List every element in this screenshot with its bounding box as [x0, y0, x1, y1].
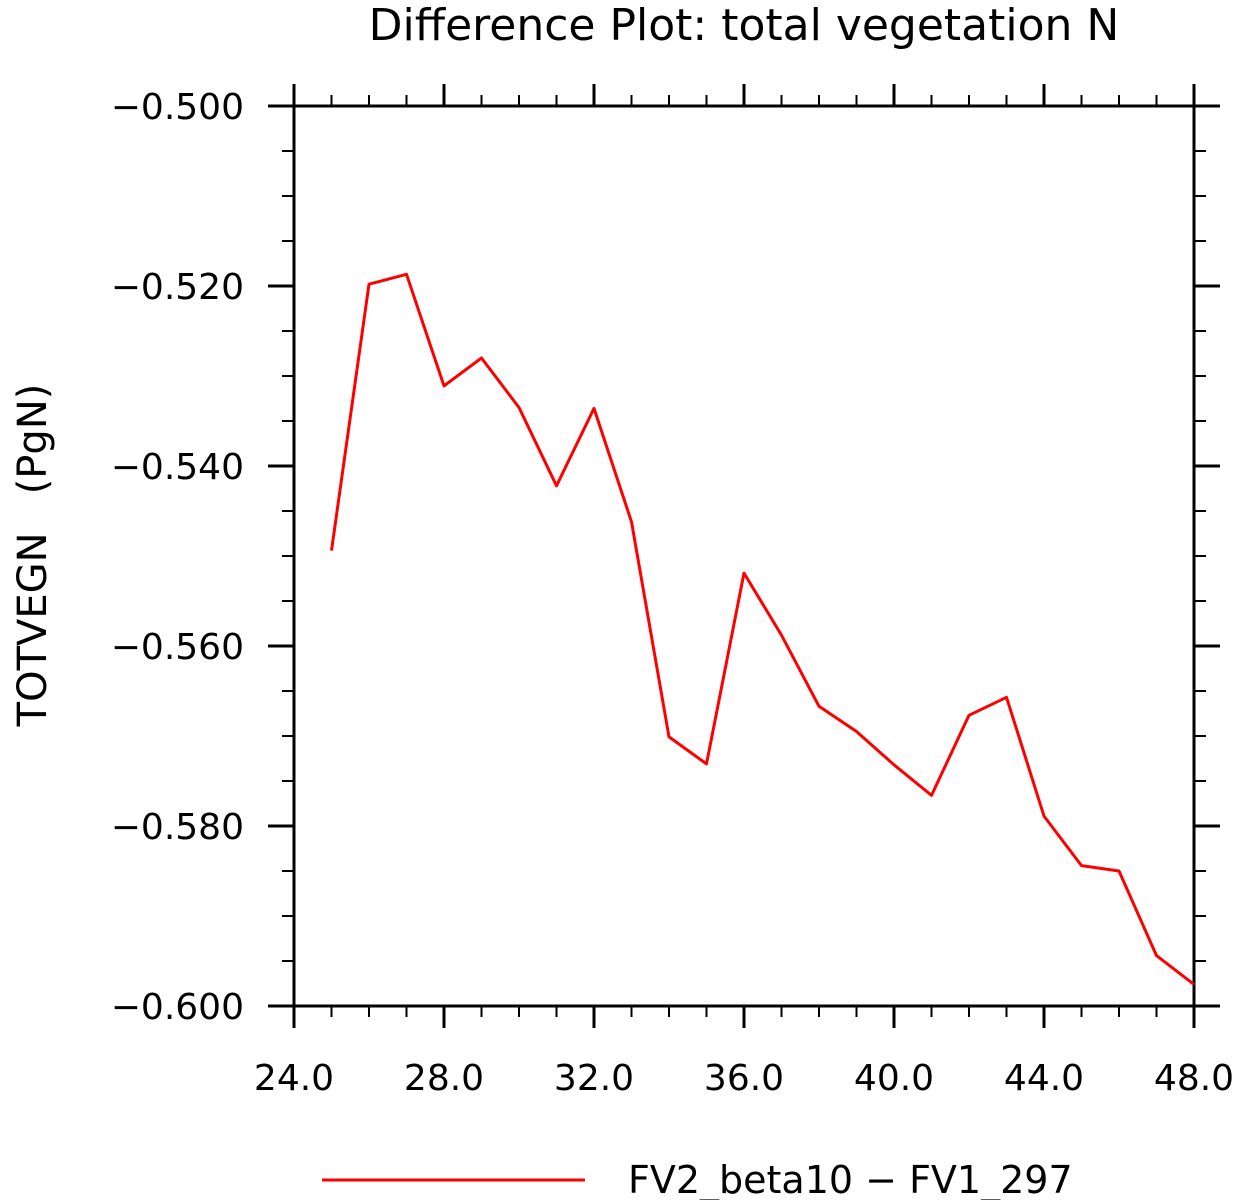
x-tick-label: 32.0 [554, 1058, 634, 1099]
y-tick-label: −0.520 [111, 267, 244, 308]
y-tick-label: −0.600 [111, 987, 244, 1028]
y-tick-label: −0.500 [111, 87, 244, 128]
y-tick-label: −0.560 [111, 627, 244, 668]
series-layer [330, 272, 1195, 986]
y-tick-label: −0.580 [111, 807, 244, 848]
legend-label: FV2_beta10 − FV1_297 [628, 1158, 1073, 1200]
chart-title: Difference Plot: total vegetation N [369, 0, 1120, 51]
x-tick-label: 28.0 [404, 1058, 484, 1099]
y-axis-label: TOTVEGN (PgN) [10, 384, 56, 728]
x-tick-label: 44.0 [1004, 1058, 1084, 1099]
x-tick-label: 36.0 [704, 1058, 784, 1099]
x-tick-label: 40.0 [854, 1058, 934, 1099]
series-line [330, 272, 1195, 986]
x-tick-label: 24.0 [254, 1058, 334, 1099]
plot-frame [292, 104, 1196, 1008]
y-tick-label: −0.540 [111, 447, 244, 488]
x-tick-label: 48.0 [1154, 1058, 1234, 1099]
axis-ticks [268, 84, 1220, 1028]
legend: FV2_beta10 − FV1_297 [322, 1158, 1073, 1200]
axis-tick-labels: 24.0 28.0 32.0 36.0 40.0 44.0 48.0 −0.500 −0.520… [111, 87, 1234, 1099]
